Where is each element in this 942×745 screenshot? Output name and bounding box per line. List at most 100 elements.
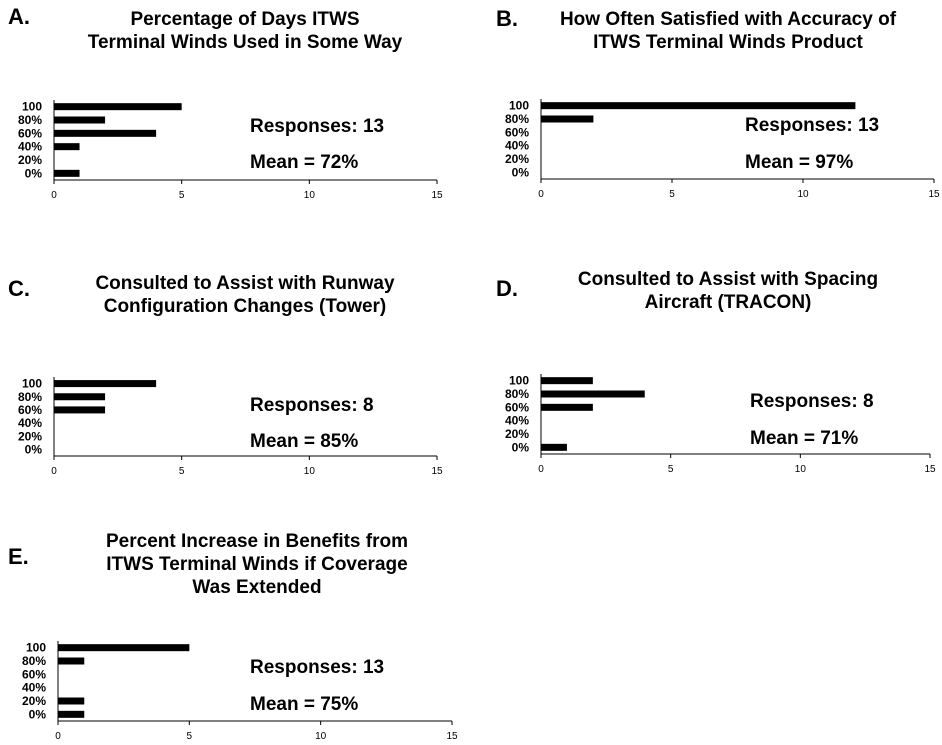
panel-b-letter: B. bbox=[496, 6, 518, 31]
panel-e-x-tick-label: 0 bbox=[55, 731, 61, 742]
panel-d-responses: Responses: 8 bbox=[750, 391, 874, 412]
panel-c-bar bbox=[54, 406, 106, 414]
panel-d-x-tick-label: 10 bbox=[795, 464, 807, 475]
panel-a-category-label: 80% bbox=[18, 113, 42, 127]
panel-b-bar bbox=[541, 115, 594, 123]
panel-b-category-label: 60% bbox=[505, 125, 529, 139]
panel-e-letter: E. bbox=[8, 544, 29, 569]
panel-d-category-label: 0% bbox=[512, 440, 530, 454]
panel-a-x-tick-label: 10 bbox=[304, 190, 316, 201]
panel-e-title-line1: Percent Increase in Benefits from bbox=[106, 531, 408, 552]
panel-c-category-label: 80% bbox=[18, 390, 42, 404]
panel-a-bar bbox=[54, 143, 80, 151]
panel-c-title: Consulted to Assist with Runway Configur… bbox=[40, 272, 450, 318]
panel-d-category-label: 80% bbox=[505, 387, 529, 401]
panel-e-title: Percent Increase in Benefits from ITWS T… bbox=[52, 530, 462, 599]
panel-a-x-tick-label: 0 bbox=[51, 190, 57, 201]
panel-d-category-label: 20% bbox=[505, 427, 529, 441]
panel-e-responses: Responses: 13 bbox=[250, 657, 385, 678]
panel-d-category-label: 60% bbox=[505, 400, 529, 414]
panel-c-x-tick-label: 10 bbox=[304, 466, 316, 477]
panel-b-x-tick-label: 10 bbox=[797, 189, 809, 200]
panel-e-bar bbox=[58, 644, 190, 652]
panel-c-title-line2: Configuration Changes (Tower) bbox=[103, 296, 387, 317]
panel-e-title-line3: Was Extended bbox=[192, 577, 322, 598]
panel-d-category-label: 40% bbox=[505, 414, 529, 428]
panel-b-title-line1: How Often Satisfied with Accuracy of bbox=[559, 9, 897, 30]
panel-b-category-label: 0% bbox=[512, 165, 530, 179]
panel-a-category-label: 40% bbox=[18, 140, 42, 154]
panel-d-bar bbox=[541, 403, 593, 411]
panel-a-mean: Mean = 72% bbox=[250, 152, 359, 173]
panel-c-letter: C. bbox=[8, 276, 30, 301]
panel-c-bar bbox=[54, 380, 157, 388]
panel-b-category-label: 80% bbox=[505, 112, 529, 126]
panel-b-title: How Often Satisfied with Accuracy of ITW… bbox=[528, 8, 928, 54]
panel-d-bar bbox=[541, 443, 567, 451]
panel-e-category-label: 0% bbox=[29, 707, 47, 721]
panel-a-x-tick-label: 5 bbox=[179, 190, 185, 201]
panel-a-title-line1: Percentage of Days ITWS bbox=[130, 9, 360, 30]
panel-b-bar bbox=[541, 102, 856, 110]
panel-b-category-label: 40% bbox=[505, 139, 529, 153]
panel-e-category-label: 80% bbox=[22, 654, 46, 668]
panel-d-letter: D. bbox=[496, 276, 518, 301]
panel-c-category-label: 0% bbox=[25, 442, 43, 456]
panel-e-x-tick-label: 15 bbox=[446, 731, 458, 742]
panel-a-title-line2: Terminal Winds Used in Some Way bbox=[87, 32, 403, 53]
panel-b-x-tick-label: 15 bbox=[928, 189, 940, 200]
panel-e-bar bbox=[58, 697, 85, 705]
panel-b-title-line2: ITWS Terminal Winds Product bbox=[593, 32, 863, 53]
panel-a-responses: Responses: 13 bbox=[250, 116, 385, 137]
panel-c-category-label: 40% bbox=[18, 416, 42, 430]
panel-d-title-line1: Consulted to Assist with Spacing bbox=[577, 269, 879, 290]
panel-a-category-label: 60% bbox=[18, 126, 42, 140]
panel-e-x-tick-label: 10 bbox=[315, 731, 327, 742]
panel-e-category-label: 100 bbox=[26, 641, 46, 655]
panel-c-category-label: 60% bbox=[18, 403, 42, 417]
panel-e-bar bbox=[58, 657, 85, 665]
panel-b-category-label: 100 bbox=[509, 99, 529, 113]
panel-d-title-line2: Aircraft (TRACON) bbox=[644, 292, 812, 313]
panel-a-bar bbox=[54, 129, 157, 137]
panel-b-mean: Mean = 97% bbox=[745, 152, 854, 173]
panel-b-responses: Responses: 13 bbox=[745, 115, 880, 136]
panel-d-x-tick-label: 5 bbox=[668, 464, 674, 475]
panel-c-category-label: 20% bbox=[18, 429, 42, 443]
panel-a-letter: A. bbox=[8, 4, 30, 29]
panel-c-category-label: 100 bbox=[22, 377, 42, 391]
panel-c-x-tick-label: 15 bbox=[431, 466, 443, 477]
panel-a-category-label: 100 bbox=[22, 100, 42, 114]
panel-e-title-line2: ITWS Terminal Winds if Coverage bbox=[106, 554, 408, 575]
panel-d-mean: Mean = 71% bbox=[750, 428, 859, 449]
panel-b-category-label: 20% bbox=[505, 152, 529, 166]
panel-c-x-tick-label: 5 bbox=[179, 466, 185, 477]
panel-d-bar bbox=[541, 377, 593, 385]
panel-b-x-tick-label: 0 bbox=[538, 189, 544, 200]
panel-c-mean: Mean = 85% bbox=[250, 431, 359, 452]
panel-e-category-label: 20% bbox=[22, 694, 46, 708]
panel-b-x-tick-label: 5 bbox=[669, 189, 675, 200]
panel-e-category-label: 60% bbox=[22, 667, 46, 681]
panel-d-bar bbox=[541, 390, 645, 398]
panel-a-x-tick-label: 15 bbox=[431, 190, 443, 201]
panel-e-category-label: 40% bbox=[22, 681, 46, 695]
panel-c-responses: Responses: 8 bbox=[250, 395, 374, 416]
panel-a-bar bbox=[54, 116, 106, 124]
panel-d-x-tick-label: 15 bbox=[924, 464, 936, 475]
panel-a-category-label: 20% bbox=[18, 153, 42, 167]
panel-e-x-tick-label: 5 bbox=[187, 731, 193, 742]
panel-c-title-line1: Consulted to Assist with Runway bbox=[95, 273, 395, 294]
panel-e-bar bbox=[58, 710, 85, 718]
panel-a-category-label: 0% bbox=[25, 166, 43, 180]
panel-d-x-tick-label: 0 bbox=[538, 464, 544, 475]
panel-a-bar bbox=[54, 103, 182, 111]
panel-d-category-label: 100 bbox=[509, 374, 529, 388]
panel-c-x-tick-label: 0 bbox=[51, 466, 57, 477]
panel-c-bar bbox=[54, 393, 106, 401]
